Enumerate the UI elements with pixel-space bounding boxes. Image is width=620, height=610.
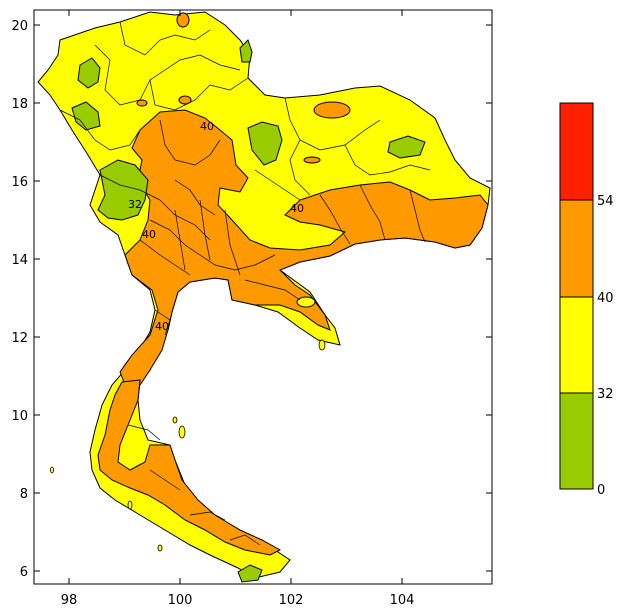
legend-label-32: 32 <box>597 387 614 402</box>
legend-bin-yellow <box>559 296 594 394</box>
legend-label-0: 0 <box>597 483 605 498</box>
contour-label-40-c: 40 <box>290 202 304 215</box>
x-tick-label-100: 100 <box>168 593 193 608</box>
legend-bin-red <box>559 102 594 201</box>
orange-spot-5 <box>178 95 192 105</box>
y-tick-label-16: 16 <box>11 175 28 190</box>
legend-colorbar <box>559 102 594 490</box>
green-patch-7 <box>237 564 263 583</box>
y-tick-label-20: 20 <box>11 19 28 34</box>
contour-label-40-b: 40 <box>142 228 156 241</box>
province-boundaries <box>59 21 431 546</box>
contour-label-40-d: 40 <box>155 320 169 333</box>
x-axis <box>68 10 403 584</box>
x-tick-label-98: 98 <box>61 593 78 608</box>
y-tick-label-18: 18 <box>11 97 28 112</box>
orange-spot-1 <box>176 12 190 28</box>
orange-spot-3 <box>313 101 351 119</box>
green-patch-5 <box>247 121 283 166</box>
legend-label-40: 40 <box>597 291 614 306</box>
green-patch-1 <box>77 57 101 89</box>
x-tick-label-102: 102 <box>279 593 304 608</box>
islands <box>50 339 326 552</box>
contour-label-40-a: 40 <box>200 120 214 133</box>
orange-region-central <box>119 109 489 393</box>
legend-bin-orange <box>559 199 594 298</box>
y-tick-label-6: 6 <box>20 565 28 580</box>
legend-bin-green <box>559 392 594 490</box>
yellow-spot-south <box>296 296 316 308</box>
green-patch-6 <box>387 135 426 159</box>
x-tick-label-104: 104 <box>390 593 415 608</box>
y-tick-label-10: 10 <box>11 409 28 424</box>
green-patch-3 <box>97 159 149 221</box>
contour-label-32: 32 <box>128 198 142 211</box>
orange-spot-2 <box>136 99 148 107</box>
legend-label-54: 54 <box>597 194 614 209</box>
y-tick-label-12: 12 <box>11 331 28 346</box>
y-tick-label-14: 14 <box>11 253 28 268</box>
orange-region-south <box>97 379 282 556</box>
y-axis <box>34 24 492 572</box>
y-tick-label-8: 8 <box>20 487 28 502</box>
orange-spot-4 <box>303 156 321 164</box>
green-patch-4 <box>239 39 253 63</box>
green-patch-2 <box>71 101 101 131</box>
